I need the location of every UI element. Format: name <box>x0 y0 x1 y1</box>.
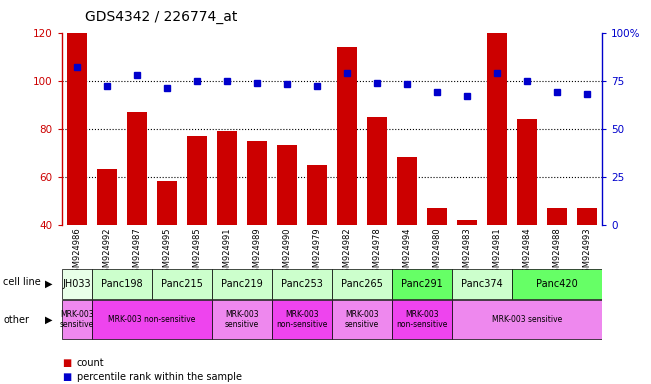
Text: ▶: ▶ <box>45 314 53 325</box>
Text: other: other <box>3 314 29 325</box>
Text: Panc420: Panc420 <box>536 279 578 289</box>
Bar <box>272 270 332 299</box>
Bar <box>577 208 597 321</box>
Text: JH033: JH033 <box>62 279 91 289</box>
Bar <box>92 270 152 299</box>
Bar <box>62 270 92 299</box>
Bar <box>547 208 567 321</box>
Bar <box>427 208 447 321</box>
Bar <box>518 119 537 321</box>
Text: MRK-003
sensitive: MRK-003 sensitive <box>345 310 379 329</box>
Bar <box>307 165 327 321</box>
Bar <box>97 169 117 321</box>
Bar <box>67 33 87 321</box>
Bar <box>157 182 176 321</box>
Text: MRK-003
sensitive: MRK-003 sensitive <box>225 310 259 329</box>
Text: Panc253: Panc253 <box>281 279 323 289</box>
Bar <box>212 300 272 339</box>
Bar <box>332 270 392 299</box>
Bar <box>152 270 212 299</box>
Text: count: count <box>77 358 104 368</box>
Bar <box>512 270 602 299</box>
Text: ▶: ▶ <box>45 279 53 289</box>
Bar <box>332 300 392 339</box>
Bar <box>337 47 357 321</box>
Text: ■: ■ <box>62 372 71 382</box>
Text: Panc198: Panc198 <box>101 279 143 289</box>
Text: MRK-003
sensitive: MRK-003 sensitive <box>60 310 94 329</box>
Text: Panc219: Panc219 <box>221 279 263 289</box>
Text: MRK-003 sensitive: MRK-003 sensitive <box>492 315 562 324</box>
Text: ■: ■ <box>62 358 71 368</box>
Bar <box>187 136 206 321</box>
Bar <box>272 300 332 339</box>
Text: percentile rank within the sample: percentile rank within the sample <box>77 372 242 382</box>
Bar <box>397 157 417 321</box>
Bar <box>212 270 272 299</box>
Text: MRK-003 non-sensitive: MRK-003 non-sensitive <box>108 315 195 324</box>
Bar <box>458 220 477 321</box>
Bar <box>247 141 267 321</box>
Bar <box>92 300 212 339</box>
Bar <box>392 300 452 339</box>
Text: Panc265: Panc265 <box>341 279 383 289</box>
Bar <box>217 131 237 321</box>
Text: Panc291: Panc291 <box>401 279 443 289</box>
Bar <box>488 33 507 321</box>
Bar <box>127 112 146 321</box>
Bar <box>277 146 297 321</box>
Bar <box>367 117 387 321</box>
Text: Panc374: Panc374 <box>461 279 503 289</box>
Bar <box>452 270 512 299</box>
Bar <box>62 300 92 339</box>
Text: Panc215: Panc215 <box>161 279 203 289</box>
Bar <box>392 270 452 299</box>
Text: MRK-003
non-sensitive: MRK-003 non-sensitive <box>396 310 448 329</box>
Text: cell line: cell line <box>3 277 41 287</box>
Bar <box>452 300 602 339</box>
Text: GDS4342 / 226774_at: GDS4342 / 226774_at <box>85 10 237 23</box>
Text: MRK-003
non-sensitive: MRK-003 non-sensitive <box>276 310 327 329</box>
